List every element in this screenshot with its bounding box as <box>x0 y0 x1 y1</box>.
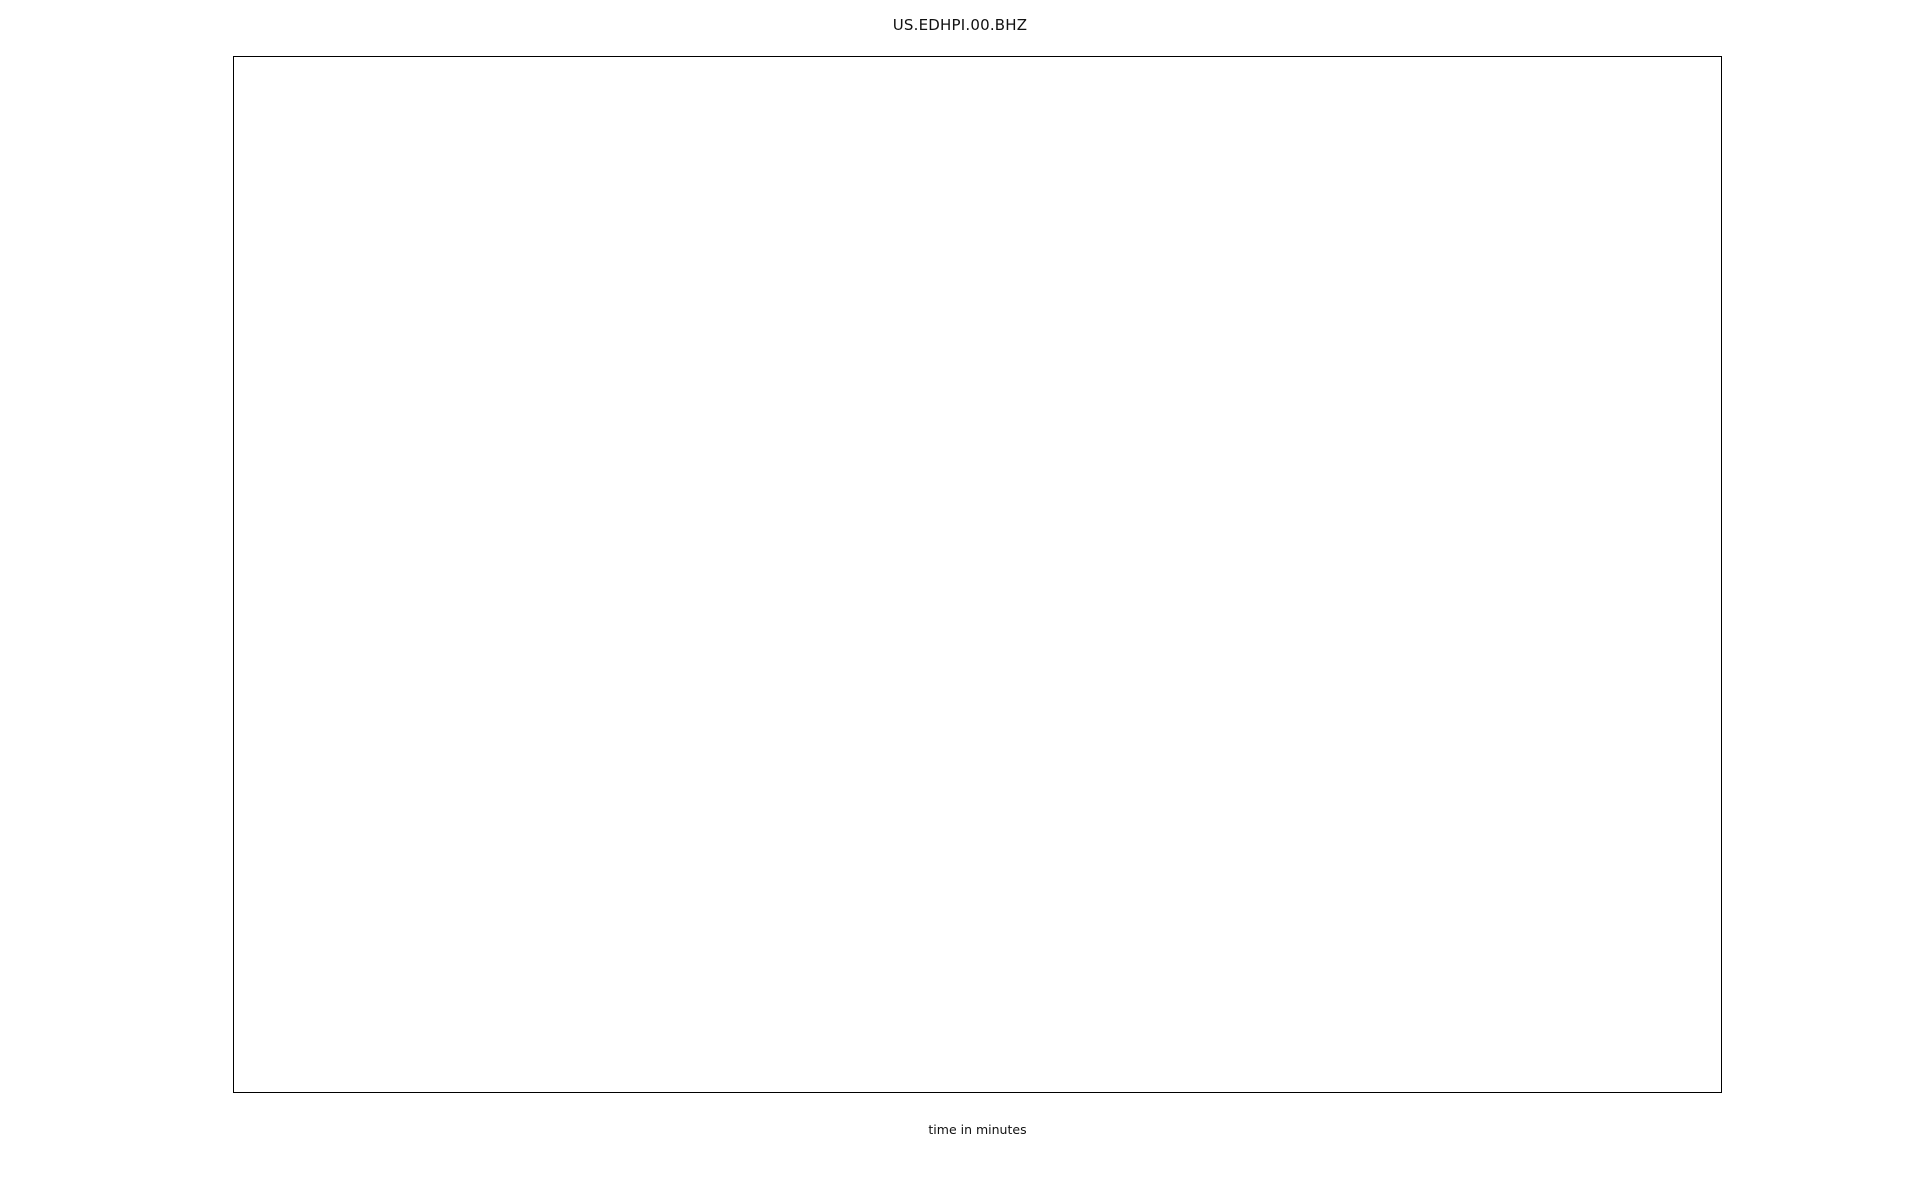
seismogram-canvas <box>234 57 1721 1092</box>
plot-axes <box>233 56 1722 1093</box>
page-title: US.EDHPI.00.BHZ <box>892 16 1028 34</box>
x-axis-label: time in minutes <box>928 1122 1027 1137</box>
